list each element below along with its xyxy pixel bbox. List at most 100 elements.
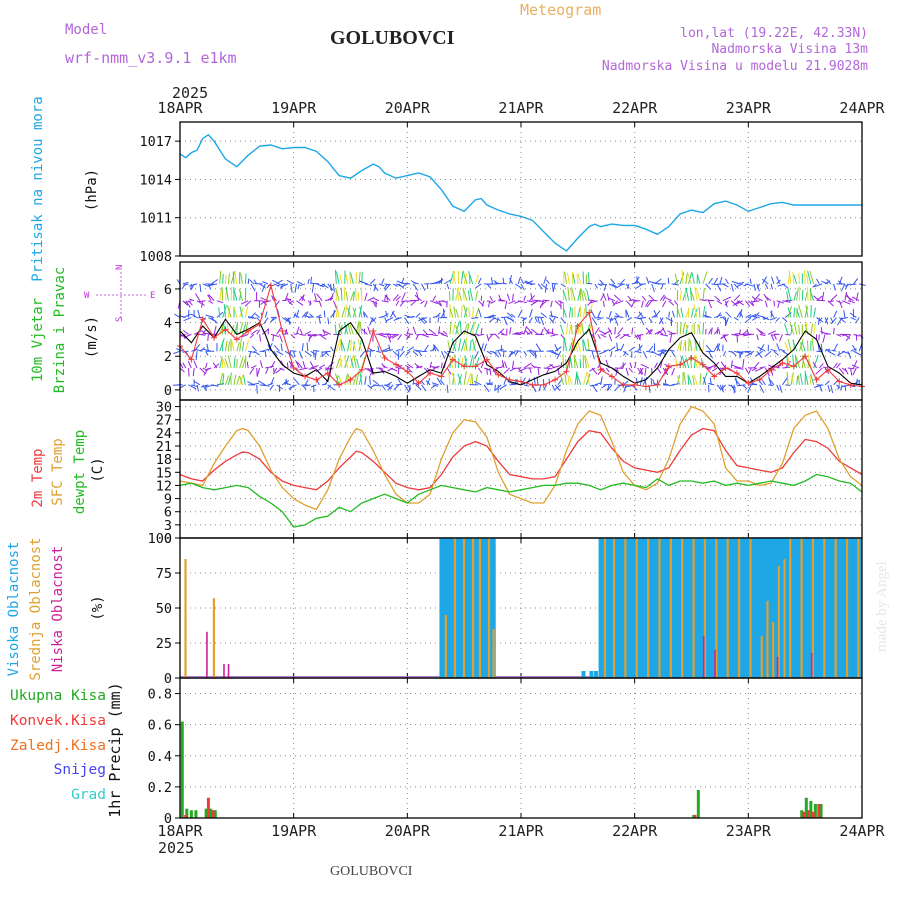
wind-arrow — [530, 293, 533, 301]
wind-arrow — [628, 367, 634, 373]
y-tick-label: 0.8 — [148, 687, 172, 703]
wind-arrow — [236, 376, 240, 385]
wind-arrow — [532, 366, 541, 369]
wind-arrow — [446, 384, 449, 394]
wind-arrow — [381, 313, 389, 318]
wind-arrow — [564, 337, 567, 352]
gust-marker — [813, 376, 820, 383]
cloud-high-bar — [697, 538, 702, 678]
wind-arrow — [708, 300, 712, 309]
wind-arrow — [338, 323, 343, 335]
wind-arrow — [224, 375, 230, 386]
wind-arrow — [407, 346, 415, 352]
wind-arrow — [224, 358, 229, 369]
cloud-high-bar — [649, 538, 654, 678]
wind-arrow — [798, 273, 800, 284]
wind-arrow — [779, 384, 783, 393]
gust-marker — [665, 363, 672, 370]
wind-arrow — [850, 367, 853, 376]
wind-arrow — [249, 367, 255, 375]
wind-arrow — [702, 306, 706, 318]
wind-arrow — [807, 287, 809, 301]
wind-arrow — [455, 325, 459, 335]
wind-arrow — [779, 348, 786, 352]
date-label-bottom: 18APR — [157, 822, 203, 840]
wind-arrow — [489, 295, 494, 301]
wind-arrow — [825, 348, 831, 352]
wind-ylabel-1: 10m Vjetar — [30, 298, 46, 382]
wind-arrow — [671, 310, 675, 318]
wind-arrow — [199, 367, 207, 375]
wind-arrow — [189, 298, 195, 302]
gust-marker — [677, 361, 684, 368]
wind-arrow — [397, 334, 403, 341]
cloud-mid-bar — [811, 538, 815, 678]
wind-arrow — [736, 367, 744, 370]
cloud-high-bar — [854, 538, 859, 678]
date-label-bottom: 24APR — [839, 822, 885, 840]
wind-arrow — [614, 384, 621, 392]
wind-arrow — [441, 333, 449, 337]
cloud-high-bar — [468, 538, 473, 678]
wind-arrow — [191, 384, 198, 388]
wind-arrow — [833, 362, 838, 369]
wind-arrow — [777, 300, 781, 308]
wind-arrow — [412, 283, 419, 291]
wind-arrow — [809, 270, 815, 285]
cloud-high-bar — [441, 538, 446, 678]
wind-arrow — [327, 361, 334, 369]
wind-arrow — [796, 308, 800, 318]
wind-arrow — [554, 384, 562, 390]
wind-arrow — [545, 279, 550, 285]
wind-arrow — [662, 383, 669, 386]
wind-arrow — [205, 362, 208, 369]
wind-arrow — [286, 279, 294, 285]
wind-arrow — [262, 348, 269, 352]
wind-arrow — [732, 300, 741, 307]
wind-arrow — [656, 367, 662, 374]
wind-arrow — [222, 359, 226, 369]
wind-arrow — [689, 340, 692, 352]
wind-arrow — [462, 270, 468, 285]
wind-arrow — [314, 351, 317, 361]
wind-arrow — [182, 350, 189, 353]
wind-arrow — [520, 283, 525, 291]
wind-arrow — [751, 315, 760, 319]
wind-arrow — [597, 317, 604, 321]
wind-arrow — [294, 283, 298, 293]
wind-arrow — [193, 343, 201, 352]
wind-arrow — [852, 367, 857, 376]
wind-arrow — [242, 374, 246, 385]
wind-arrow — [290, 283, 293, 293]
wind-arrow — [635, 333, 644, 338]
footer-station: GOLUBOVCI — [330, 864, 413, 879]
cloud-high-bar — [769, 538, 774, 678]
wind-arrow — [494, 384, 496, 391]
bottom-date-labels: 18APR 19APR 20APR 21APR 22APR 23APR 24APR — [157, 822, 885, 840]
wind-arrow — [248, 351, 252, 358]
gust-marker — [756, 376, 763, 383]
wind-arrow — [293, 314, 300, 318]
wind-arrow — [586, 289, 590, 301]
wind-arrow — [601, 384, 607, 389]
wind-arrow — [499, 330, 505, 335]
wind-arrow — [708, 328, 712, 335]
wind-arrow — [501, 360, 505, 369]
wind-arrow — [534, 351, 537, 359]
wind-arrow — [696, 274, 701, 285]
cloud-mid-bar — [462, 538, 466, 678]
cloud-mid-bar — [184, 559, 187, 678]
wind-arrow — [438, 300, 445, 302]
wind-arrow — [472, 338, 477, 352]
wind-arrow — [384, 295, 387, 301]
wind-arrow — [586, 282, 593, 285]
cloud-low-bar — [714, 650, 716, 678]
wind-arrow — [691, 272, 695, 284]
wind-arrow — [271, 295, 275, 301]
wind-arrow — [594, 283, 598, 289]
wind-arrow — [330, 292, 334, 301]
wind-arrow — [742, 359, 745, 369]
wind-arrow — [518, 367, 527, 372]
wind-arrow — [731, 280, 740, 285]
wind-arrow — [746, 350, 755, 357]
